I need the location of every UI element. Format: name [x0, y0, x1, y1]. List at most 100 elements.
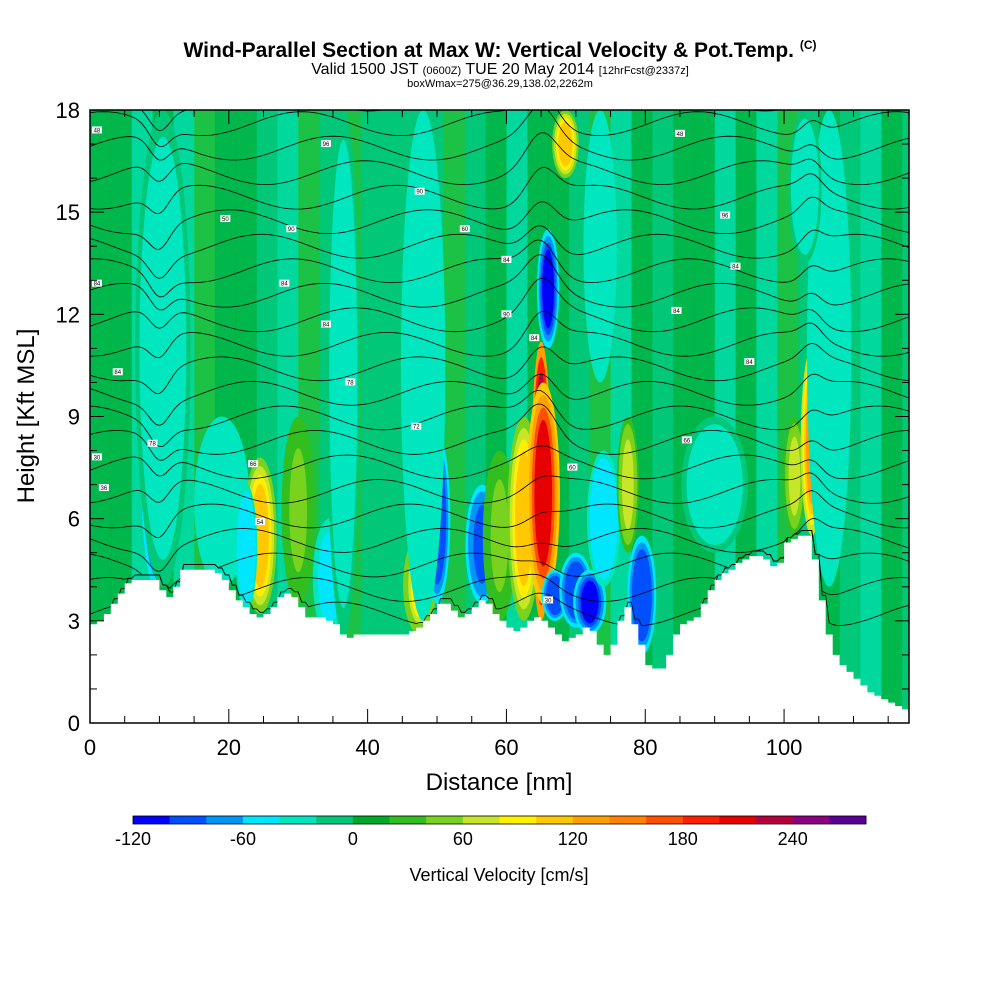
colorbar-title: Vertical Velocity [cm/s]: [409, 865, 588, 885]
contour-label-text: 84: [94, 282, 101, 288]
x-tick-label: 0: [84, 735, 96, 760]
theta-contour-line: [90, 277, 909, 333]
contour-label-text: 66: [684, 438, 691, 444]
contour-label-bg: [720, 211, 731, 219]
contour-label: 78: [147, 439, 158, 448]
theta-contour-line: [90, 196, 909, 250]
contour-label-bg: [674, 129, 685, 137]
y-tick-label: 15: [56, 200, 80, 225]
colorbar-swatch: [609, 816, 647, 824]
theta-contour-labels: 48 96 90 48 50 90 60 96 84 84 84 84 84 90 84 84 84 78 84 72…: [91, 126, 755, 604]
colorbar-swatch: [829, 816, 867, 824]
contour-label-text: 84: [673, 309, 680, 315]
velocity-cell: [542, 249, 554, 329]
theta-contour-line: [90, 310, 909, 359]
contour-label: 50: [220, 214, 231, 223]
velocity-cell: [796, 135, 814, 238]
colorbar-swatch: [352, 816, 390, 824]
velocity-cell: [207, 445, 237, 559]
forecast-info: [12hrFcst@2337z]: [598, 65, 689, 77]
theta-contour-line: [90, 445, 909, 480]
contour-label: 48: [674, 129, 685, 138]
contour-label-bg: [320, 320, 331, 328]
contour-label: 96: [320, 140, 331, 148]
velocity-cell: [634, 555, 650, 635]
velocity-cell: [696, 439, 733, 530]
theta-contour-line: [90, 518, 909, 572]
contour-label-text: 60: [461, 227, 468, 233]
velocity-cell: [240, 505, 253, 590]
contour-label-text: 84: [503, 258, 510, 264]
theta-contour-line: [90, 403, 909, 461]
contour-label-text: 30: [545, 598, 552, 604]
colorbar-swatch: [169, 816, 207, 824]
contour-label-text: 84: [732, 265, 739, 271]
contour-label: 84: [279, 279, 290, 288]
box-info: boxWmax=275@36.29,138.02,2262m: [407, 78, 593, 90]
theta-contour-line: [90, 110, 909, 148]
contour-label-bg: [501, 255, 512, 263]
contour-label-bg: [286, 225, 297, 233]
velocity-cell: [534, 419, 553, 567]
field-band: [881, 110, 903, 723]
colorbar-swatch: [316, 816, 354, 824]
theta-contour-line: [90, 166, 909, 214]
valid-utc: (0600Z): [422, 65, 462, 77]
theta-contours: [90, 110, 909, 627]
contour-label: 84: [529, 334, 540, 342]
contour-label-text: 48: [677, 132, 684, 138]
terrain-fill: [90, 535, 909, 723]
contour-label-bg: [543, 596, 554, 604]
y-tick-label: 3: [68, 609, 80, 634]
velocity-cell: [334, 199, 353, 549]
colorbar-swatch: [133, 816, 170, 824]
colorbar-swatch: [572, 816, 610, 824]
colorbar-swatch: [206, 816, 244, 824]
field-band: [381, 110, 403, 723]
contour-label: 84: [744, 358, 755, 366]
y-tick-label: 12: [56, 302, 80, 327]
theta-contour-line: [90, 530, 909, 589]
contour-label-bg: [567, 463, 578, 471]
velocity-cell: [580, 580, 599, 624]
contour-label: 84: [320, 320, 331, 329]
contour-label-text: 96: [323, 142, 330, 148]
contour-label-bg: [91, 126, 102, 134]
theta-contour-line: [90, 110, 909, 161]
contour-label-text: 36: [101, 486, 108, 492]
velocity-cell: [594, 473, 613, 564]
colorbar-tick-label: -120: [115, 829, 151, 849]
contour-label-text: 78: [347, 380, 354, 386]
field-band: [693, 110, 716, 723]
contour-label-text: 90: [288, 227, 295, 233]
theta-contour-line: [90, 472, 909, 504]
colorbar-tick-label: 60: [453, 829, 473, 849]
theta-contour-line: [90, 342, 909, 394]
contour-label-text: 90: [503, 312, 510, 318]
contour-label-bg: [320, 140, 331, 148]
contour-label: 48: [91, 126, 102, 134]
y-tick-label: 18: [56, 98, 80, 123]
contour-label-text: 72: [413, 425, 420, 431]
field-band: [110, 110, 133, 723]
velocity-cell: [490, 479, 509, 593]
theta-contour-line: [90, 132, 909, 186]
contour-label-text: 50: [222, 217, 229, 223]
velocity-cell: [788, 436, 801, 516]
contour-label-text: 84: [114, 370, 121, 376]
colorbar-tick-label: 0: [348, 829, 358, 849]
contour-label-text: 84: [323, 323, 330, 329]
contour-label: 84: [91, 279, 102, 288]
contour-label: 30: [91, 453, 102, 461]
x-tick-label: 80: [633, 735, 657, 760]
contour-label-text: 60: [569, 466, 576, 472]
contour-label: 60: [567, 463, 578, 472]
contour-label-bg: [91, 279, 102, 287]
field-band: [360, 110, 383, 723]
colorbar-swatch: [462, 816, 500, 824]
contour-label: 66: [681, 436, 692, 444]
contour-label-bg: [248, 460, 259, 468]
theta-contour-line: [90, 225, 909, 279]
x-axis-title: Distance [nm]: [426, 769, 573, 796]
